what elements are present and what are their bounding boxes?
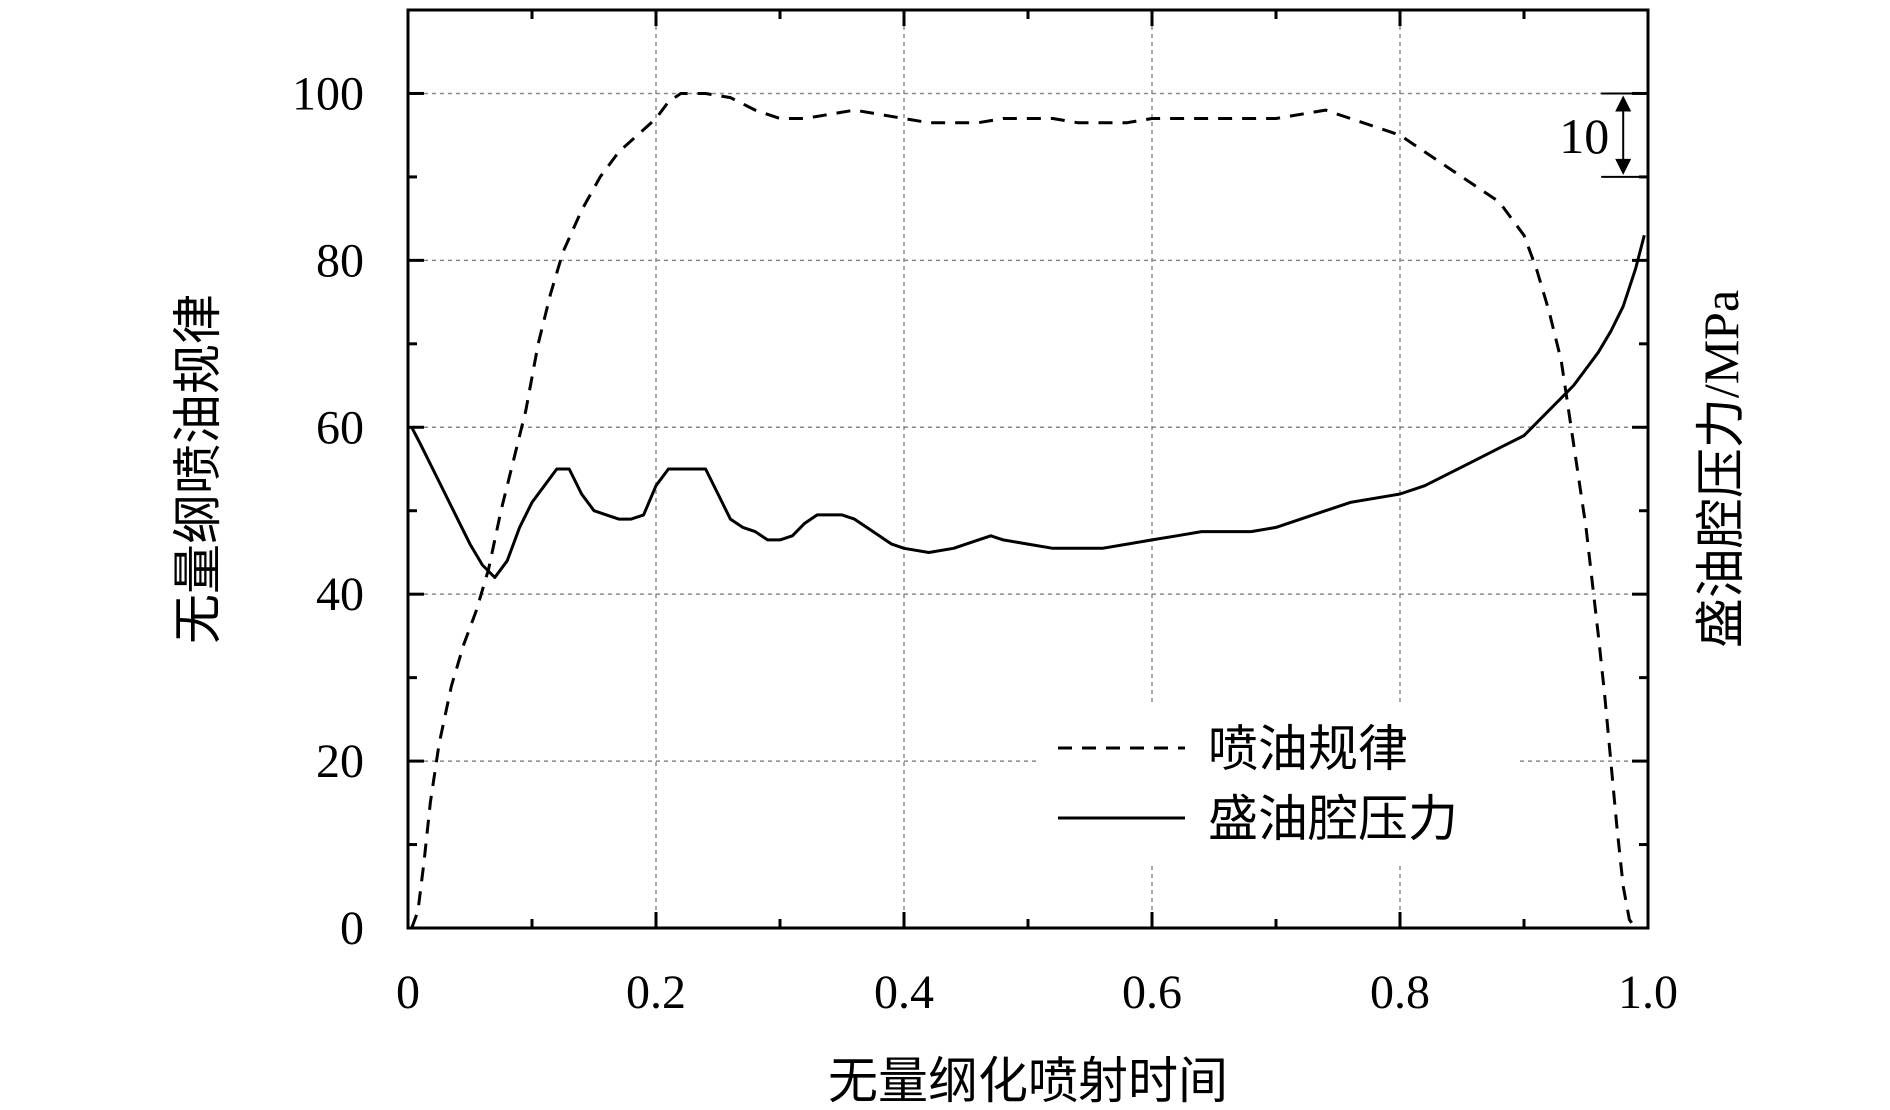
x-tick-label-1: 0.2 [626, 966, 686, 1019]
x-tick-label-5: 1.0 [1618, 966, 1678, 1019]
legend-label-pressure: 盛油腔压力 [1208, 791, 1458, 847]
annotation-arrow-up-icon [1615, 95, 1632, 112]
y-tick-label-2: 40 [316, 568, 364, 621]
y-tick-label-3: 60 [316, 401, 364, 454]
legend: 喷油规律 盛油腔压力 [1040, 704, 1520, 864]
x-tick-label-4: 0.8 [1370, 966, 1430, 1019]
series-line-0 [410, 92, 1640, 930]
x-tick-label-0: 0 [396, 966, 420, 1019]
y-tick-label-5: 100 [292, 67, 364, 120]
x-tick-label-2: 0.4 [874, 966, 934, 1019]
y-tick-label-0: 0 [340, 902, 364, 955]
annotation-arrow-down-icon [1615, 158, 1632, 175]
y-tick-label-4: 80 [316, 234, 364, 287]
legend-background [1040, 704, 1520, 864]
y-axis-label: 无量纲喷油规律 [170, 294, 226, 644]
series-layer [410, 92, 1646, 930]
series-line-1 [410, 234, 1646, 579]
interval-annotation: 10 [1559, 92, 1648, 178]
plot-frame [406, 8, 1650, 930]
tick-labels: 0 0.2 0.4 0.6 0.8 1.0 0 20 40 60 80 100 [292, 67, 1678, 1019]
annotation-label: 10 [1559, 108, 1609, 164]
x-axis-label: 无量纲化喷射时间 [828, 1053, 1228, 1109]
y2-axis-label: 盛油腔压力/MPa [1693, 290, 1749, 648]
legend-label-spray: 喷油规律 [1208, 721, 1408, 777]
x-tick-label-3: 0.6 [1122, 966, 1182, 1019]
y-tick-label-1: 20 [316, 735, 364, 788]
